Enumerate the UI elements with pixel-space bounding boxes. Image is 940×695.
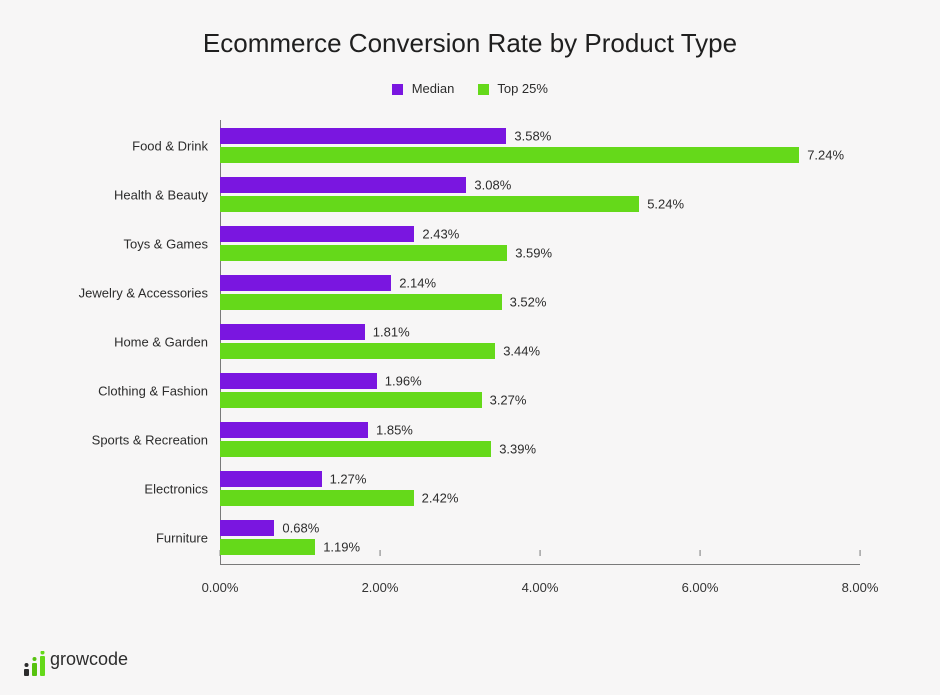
category-label: Health & Beauty [114, 187, 220, 202]
bar-value-label: 2.42% [422, 491, 459, 506]
bar [220, 373, 377, 389]
x-axis-tick: 8.00% [842, 580, 879, 595]
bar [220, 520, 274, 536]
bar-value-label: 3.59% [515, 246, 552, 261]
bar-value-label: 3.08% [474, 178, 511, 193]
bar [220, 294, 502, 310]
bar [220, 441, 491, 457]
legend-item-median: Median [392, 81, 458, 96]
bar [220, 343, 495, 359]
legend-item-top25: Top 25% [478, 81, 548, 96]
bar-value-label: 3.39% [499, 442, 536, 457]
bar [220, 128, 506, 144]
growcode-logo: growcode [22, 649, 128, 679]
bar-value-label: 2.43% [422, 227, 459, 242]
bar [220, 392, 482, 408]
bar-value-label: 1.96% [385, 374, 422, 389]
bar-value-label: 1.81% [373, 325, 410, 340]
x-axis-tick: 4.00% [522, 580, 559, 595]
bar-value-label: 1.27% [330, 472, 367, 487]
bar-value-label: 0.68% [282, 521, 319, 536]
legend-label-top25: Top 25% [497, 81, 548, 96]
chart-legend: Median Top 25% [0, 81, 940, 96]
bar [220, 422, 368, 438]
category-label: Toys & Games [123, 236, 220, 251]
category-label: Electronics [144, 481, 220, 496]
x-axis-tick: 6.00% [682, 580, 719, 595]
legend-swatch-top25 [478, 84, 489, 95]
bar [220, 471, 322, 487]
category-label: Clothing & Fashion [98, 383, 220, 398]
legend-label-median: Median [412, 81, 455, 96]
bar-value-label: 1.19% [323, 540, 360, 555]
bar-value-label: 1.85% [376, 423, 413, 438]
bar [220, 226, 414, 242]
bar [220, 245, 507, 261]
bar [220, 324, 365, 340]
category-label: Furniture [156, 530, 220, 545]
bar [220, 539, 315, 555]
bar-value-label: 3.27% [490, 393, 527, 408]
bar-value-label: 3.58% [514, 129, 551, 144]
bar-value-label: 7.24% [807, 148, 844, 163]
category-label: Jewelry & Accessories [79, 285, 220, 300]
chart-title: Ecommerce Conversion Rate by Product Typ… [0, 0, 940, 59]
bar-value-label: 2.14% [399, 276, 436, 291]
x-axis-tick: 2.00% [362, 580, 399, 595]
category-label: Sports & Recreation [92, 432, 220, 447]
growcode-logo-icon [22, 651, 48, 679]
growcode-logo-text: growcode [50, 649, 128, 669]
bar [220, 490, 414, 506]
bar-value-label: 3.44% [503, 344, 540, 359]
bar [220, 275, 391, 291]
bar-value-label: 3.52% [510, 295, 547, 310]
legend-swatch-median [392, 84, 403, 95]
bar-value-label: 5.24% [647, 197, 684, 212]
bar [220, 177, 466, 193]
chart-plot-area: 0.00%2.00%4.00%6.00%8.00%Food & Drink3.5… [220, 120, 860, 595]
x-axis-line [220, 564, 860, 565]
bar [220, 147, 799, 163]
category-label: Food & Drink [132, 138, 220, 153]
bar [220, 196, 639, 212]
x-axis-tick: 0.00% [202, 580, 239, 595]
category-label: Home & Garden [114, 334, 220, 349]
